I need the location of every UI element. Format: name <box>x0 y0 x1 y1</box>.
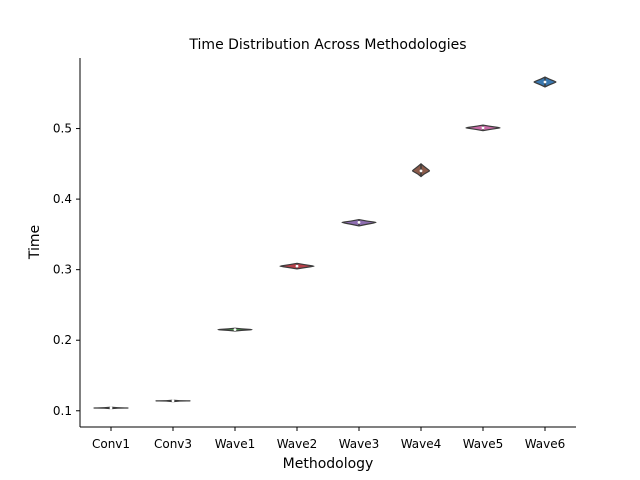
x-tick-label: Wave2 <box>277 437 318 451</box>
y-axis-label: Time <box>27 225 43 260</box>
violin-median <box>419 169 423 173</box>
violin-median <box>233 328 237 332</box>
violin-median <box>357 220 361 224</box>
y-tick-label: 0.5 <box>53 122 72 136</box>
y-tick-label: 0.2 <box>53 333 72 347</box>
violin-wave3 <box>341 218 377 227</box>
violin-wave5 <box>465 124 501 132</box>
violin-median <box>171 399 175 403</box>
x-tick-label: Conv1 <box>92 437 130 451</box>
y-tick-label: 0.1 <box>53 404 72 418</box>
violin-wave2 <box>279 262 315 270</box>
violin-wave1 <box>217 327 253 332</box>
violin-wave4 <box>411 163 431 178</box>
y-ticks: 0.1 0.2 0.3 0.4 0.5 <box>53 122 80 418</box>
violin-median <box>481 126 485 130</box>
x-tick-label: Wave5 <box>463 437 504 451</box>
plot-axes <box>79 58 576 428</box>
violin-conv1 <box>93 406 129 410</box>
x-tick-label: Conv3 <box>154 437 192 451</box>
x-tick-label: Wave1 <box>215 437 256 451</box>
x-tick-label: Wave6 <box>525 437 566 451</box>
violin-wave6 <box>533 76 557 88</box>
violin-median <box>109 406 113 410</box>
violin-median <box>543 80 547 84</box>
y-tick-label: 0.3 <box>53 263 72 277</box>
violin-median <box>295 264 299 268</box>
violin-conv3 <box>155 399 191 403</box>
violins <box>93 76 557 410</box>
chart-title: Time Distribution Across Methodologies <box>188 37 466 53</box>
x-tick-label: Wave4 <box>401 437 442 451</box>
x-axis-label: Methodology <box>283 456 374 472</box>
x-tick-label: Wave3 <box>339 437 380 451</box>
x-ticks: Conv1 Conv3 Wave1 Wave2 Wave3 Wave4 Wave5 Wave6 <box>92 427 565 451</box>
y-tick-label: 0.4 <box>53 192 72 206</box>
